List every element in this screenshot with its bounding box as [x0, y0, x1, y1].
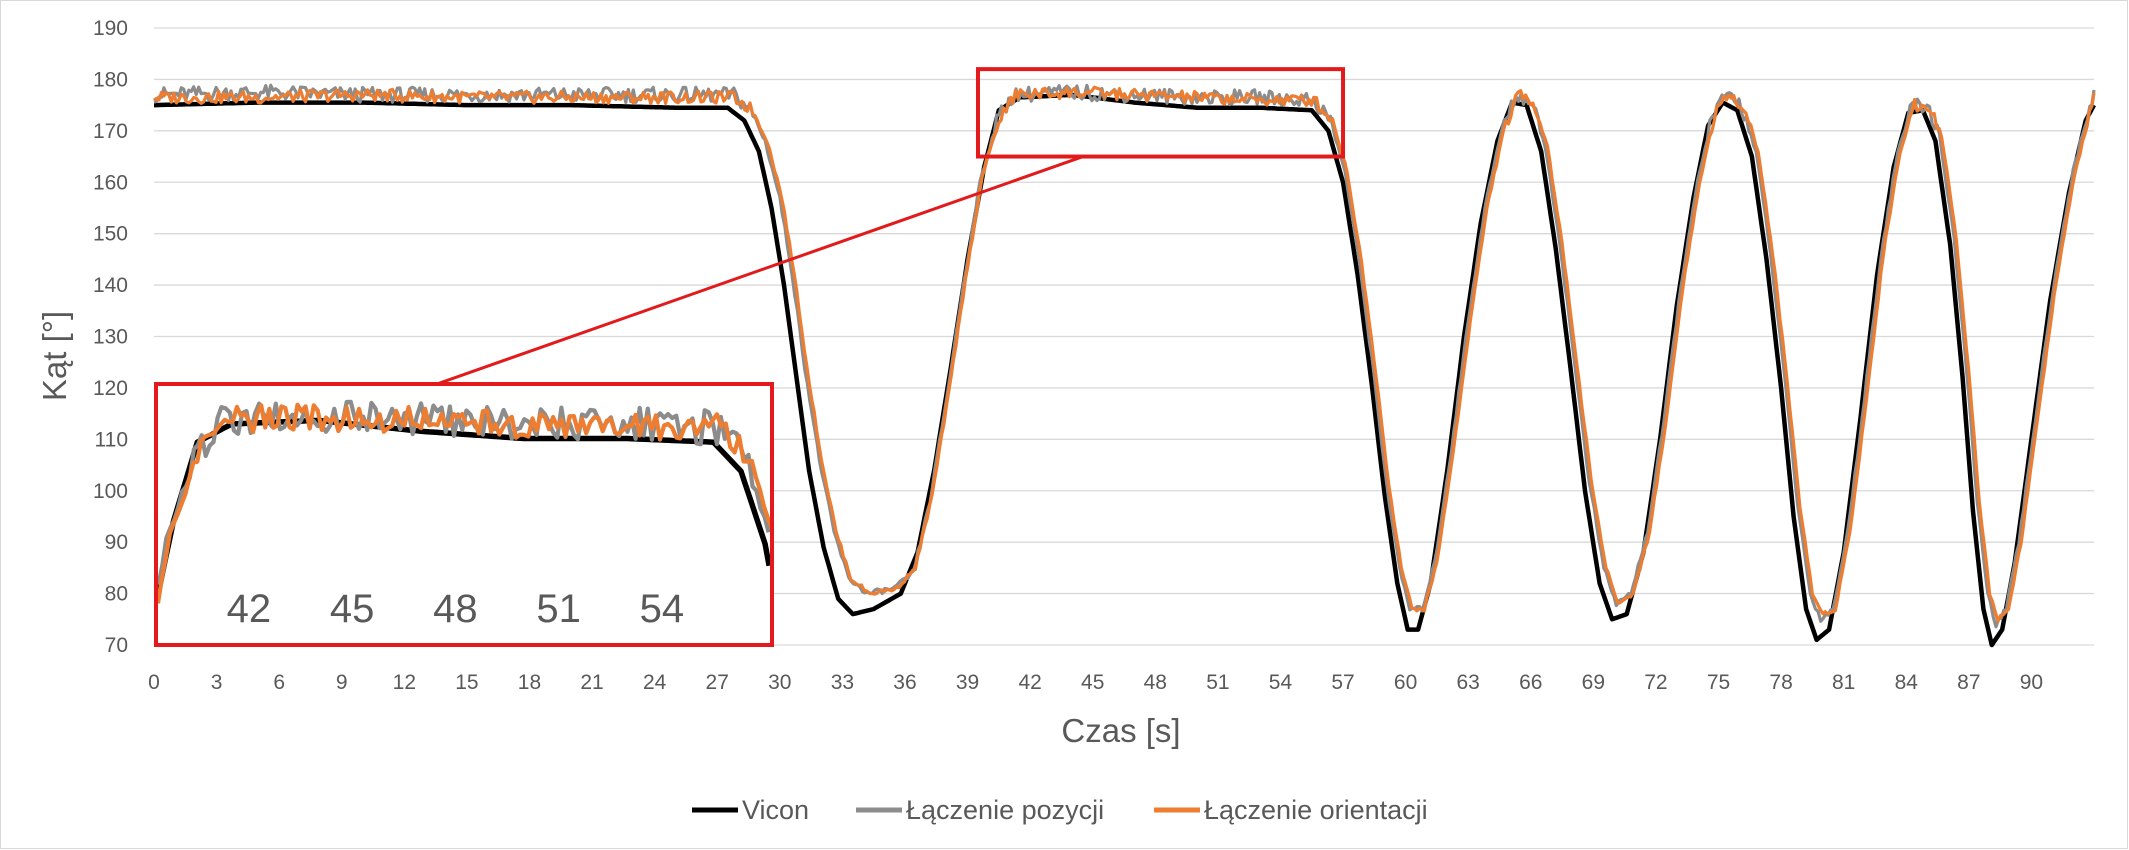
inset-x-tick-label: 54: [640, 587, 685, 631]
zoom-connector-line: [436, 155, 1084, 386]
legend-label-laczenie-orientacji: Łączenie orientacji: [1204, 795, 1428, 825]
x-tick-label: 57: [1331, 671, 1354, 694]
x-tick-label: 24: [643, 671, 667, 694]
x-tick-label: 63: [1457, 671, 1480, 694]
x-tick-label: 78: [1769, 671, 1792, 694]
x-tick-label: 15: [455, 671, 478, 694]
y-tick-label: 170: [93, 120, 128, 143]
inset-x-tick-label: 48: [433, 587, 478, 631]
inset-zoom: 42 45 48 51 54: [154, 155, 1084, 647]
y-tick-label: 190: [93, 17, 128, 40]
x-tick-label: 30: [768, 671, 791, 694]
x-tick-label: 3: [211, 671, 223, 694]
x-tick-label: 18: [518, 671, 541, 694]
x-tick-label: 87: [1957, 671, 1980, 694]
x-tick-label: 6: [273, 671, 285, 694]
inset-series-line-łączenie-orientacji: [155, 402, 774, 604]
y-tick-label: 180: [93, 68, 128, 91]
inset-series-line-vicon: [154, 417, 772, 598]
x-tick-label: 21: [580, 671, 603, 694]
series-line-łączenie-orientacji: [153, 85, 2096, 623]
x-tick-label: 36: [893, 671, 916, 694]
x-tick-label: 75: [1707, 671, 1730, 694]
x-tick-label: 33: [831, 671, 854, 694]
x-tick-label: 48: [1144, 671, 1167, 694]
x-tick-label: 81: [1832, 671, 1855, 694]
x-tick-label: 45: [1081, 671, 1104, 694]
y-tick-label: 110: [95, 428, 128, 451]
x-tick-label: 51: [1206, 671, 1229, 694]
x-tick-label: 42: [1018, 671, 1041, 694]
x-tick-label: 66: [1519, 671, 1542, 694]
y-tick-label: 140: [93, 274, 128, 297]
zoom-region-box: [975, 67, 1346, 159]
y-tick-label: 130: [93, 326, 128, 349]
inset-x-tick-label: 42: [227, 587, 272, 631]
x-tick-label: 54: [1269, 671, 1293, 694]
x-tick-label: 39: [956, 671, 979, 694]
x-tick-label: 0: [148, 671, 160, 694]
legend-label-laczenie-pozycji: Łączenie pozycji: [906, 795, 1104, 825]
x-tick-label: 9: [336, 671, 348, 694]
y-tick-label: 120: [93, 377, 128, 400]
inset-frame: [154, 382, 774, 647]
series-layer: [153, 83, 2096, 648]
y-tick-label: 160: [93, 171, 128, 194]
x-axis-title: Czas [s]: [1061, 712, 1180, 749]
inset-x-tick-label: 51: [536, 587, 581, 631]
y-tick-label: 70: [105, 634, 128, 657]
x-tick-label: 90: [2020, 671, 2043, 694]
x-tick-label: 27: [706, 671, 729, 694]
x-tick-label: 84: [1895, 671, 1919, 694]
y-axis-ticks: 70 80 90 100 110 120 130 140 150 160 170 180 190: [93, 17, 128, 657]
inset-x-tick-label: 45: [330, 587, 375, 631]
x-tick-label: 72: [1644, 671, 1667, 694]
x-tick-label: 60: [1394, 671, 1417, 694]
x-tick-label: 12: [393, 671, 416, 694]
y-tick-label: 90: [105, 531, 128, 554]
legend: Vicon Łączenie pozycji Łączenie orientac…: [692, 795, 1428, 825]
y-axis-title: Kąt [°]: [36, 311, 73, 401]
legend-label-vicon: Vicon: [742, 795, 809, 825]
x-tick-label: 69: [1582, 671, 1605, 694]
x-axis-ticks: 0 3 6 9 12 15 18 21 24 27 30 33 36 39 42 45 48 51 54 57 60 63…: [148, 671, 2043, 694]
zoom-annotation: [975, 67, 1346, 159]
y-tick-label: 150: [93, 223, 128, 246]
y-tick-label: 100: [93, 480, 128, 503]
y-tick-label: 80: [105, 583, 128, 606]
